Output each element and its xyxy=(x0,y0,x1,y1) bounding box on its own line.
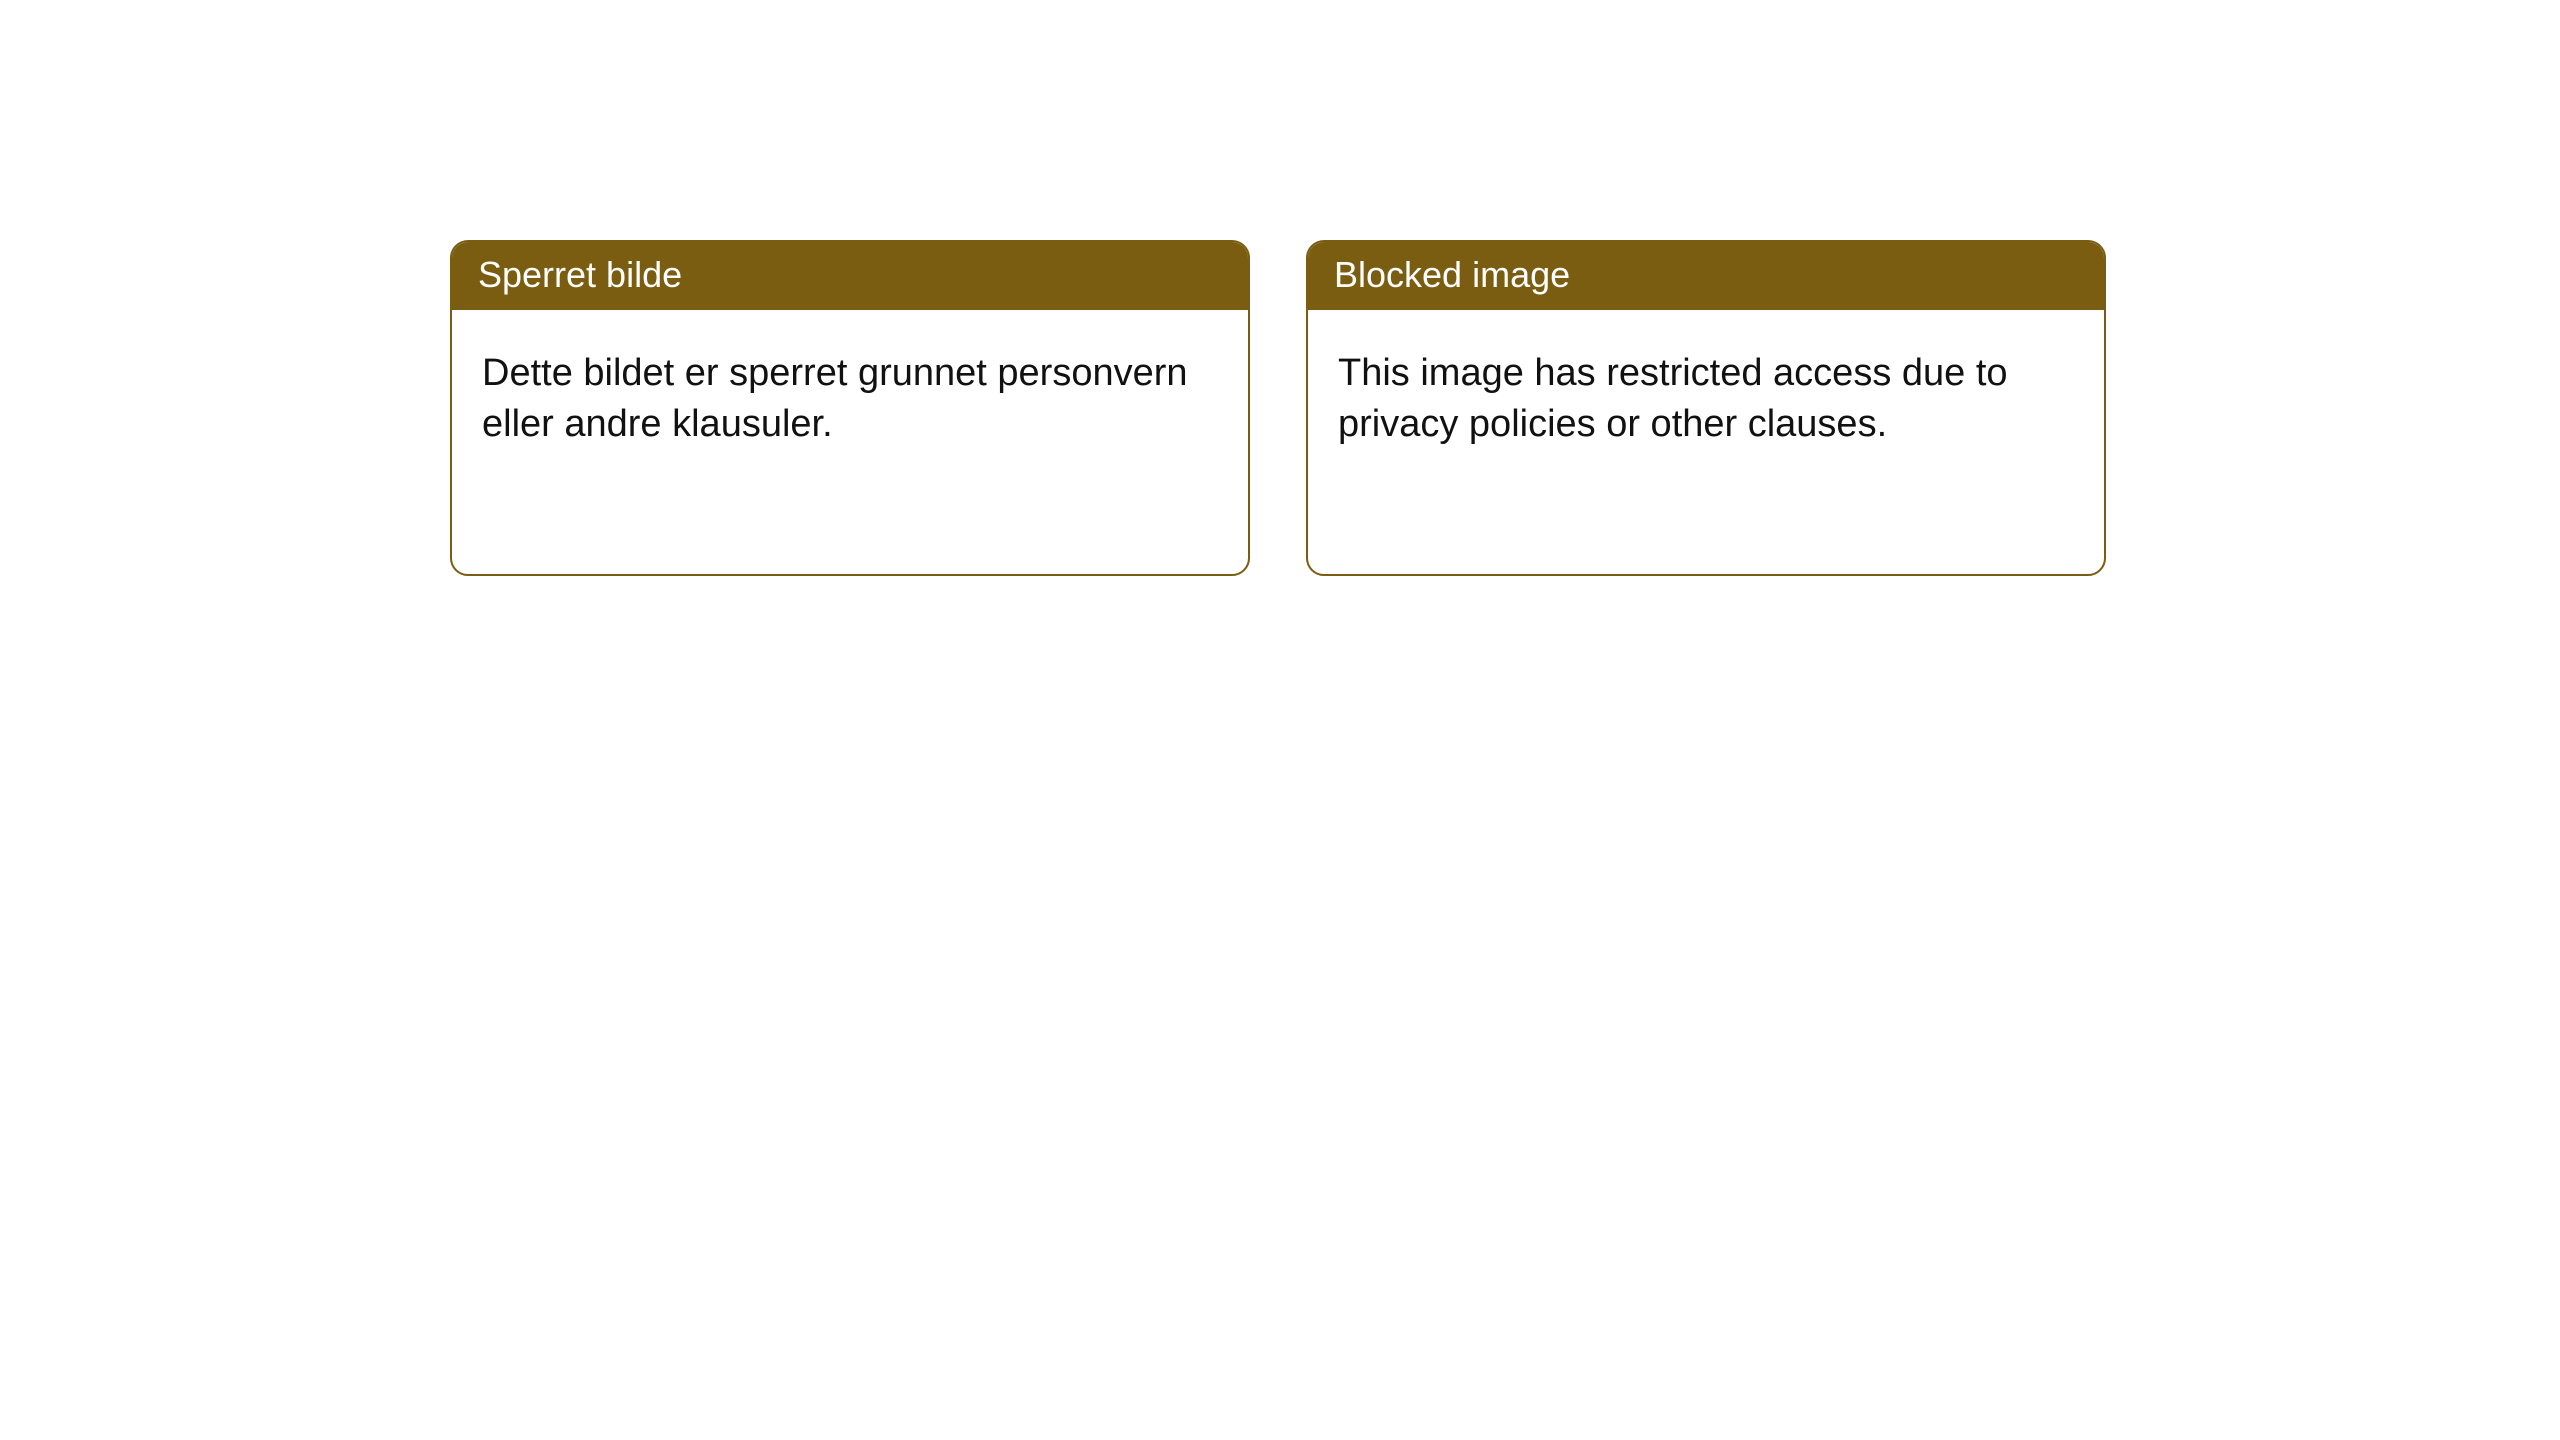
notice-card-norwegian: Sperret bilde Dette bildet er sperret gr… xyxy=(450,240,1250,576)
notice-header: Blocked image xyxy=(1308,242,2104,310)
notice-card-english: Blocked image This image has restricted … xyxy=(1306,240,2106,576)
notice-header: Sperret bilde xyxy=(452,242,1248,310)
notice-body: This image has restricted access due to … xyxy=(1308,310,2104,489)
notice-container: Sperret bilde Dette bildet er sperret gr… xyxy=(0,0,2560,576)
notice-body: Dette bildet er sperret grunnet personve… xyxy=(452,310,1248,489)
